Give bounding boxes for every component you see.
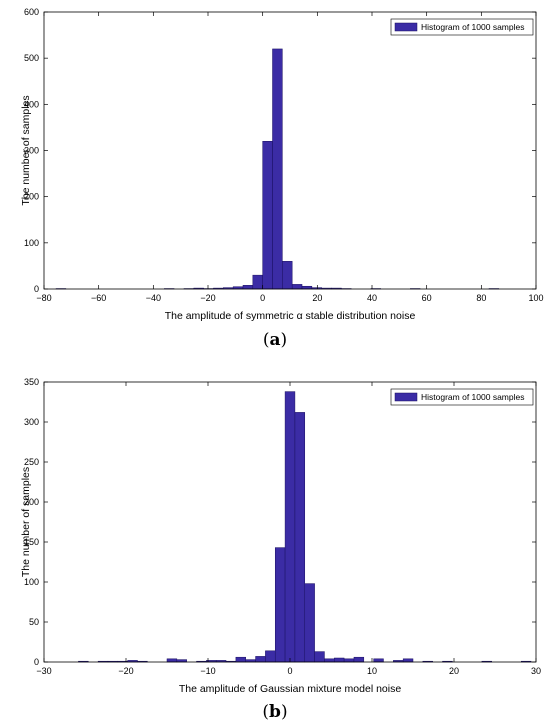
legend: Histogram of 1000 samples — [390, 18, 534, 36]
histogram-bar — [282, 261, 293, 290]
y-tick-label: 200 — [24, 192, 39, 202]
histogram-bar — [235, 656, 246, 663]
y-axis-label: The number of samples — [20, 95, 32, 205]
plot-area — [44, 12, 536, 289]
caption-letter: a — [269, 330, 280, 350]
subfigure-caption: (a) — [263, 330, 287, 350]
histogram-bar — [255, 656, 266, 663]
histogram-bar — [262, 141, 273, 290]
legend-swatch — [394, 22, 418, 32]
histogram-bar — [274, 547, 286, 663]
y-tick-label: 200 — [24, 497, 39, 507]
histogram-bar — [353, 656, 365, 663]
subfigure-caption: (b) — [262, 702, 287, 722]
y-tick-label: 500 — [24, 53, 39, 63]
chart-a: −80 −60 −40 −20 0 20 40 60 80 100 0 100 200 300 400 500… — [20, 7, 544, 350]
y-tick-label: 300 — [24, 417, 39, 427]
y-tick-label: 150 — [24, 537, 39, 547]
y-tick-label: 250 — [24, 457, 39, 467]
x-tick-label: 100 — [528, 293, 543, 303]
x-tick-label: 0 — [287, 666, 292, 676]
histogram-bar — [373, 658, 384, 663]
x-axis-label: The amplitude of Gaussian mixture model … — [179, 683, 402, 695]
y-tick-label: 400 — [24, 99, 39, 109]
x-tick-label: 80 — [476, 293, 486, 303]
legend-box — [390, 388, 534, 406]
y-tick-label: 100 — [24, 577, 39, 587]
x-tick-label: −40 — [146, 293, 161, 303]
histogram-bar — [166, 658, 178, 663]
x-tick-label: 0 — [260, 293, 265, 303]
histogram-bar — [291, 284, 303, 290]
caption-close-paren: ) — [281, 702, 288, 722]
histogram-bar — [402, 658, 414, 663]
histogram-bar — [301, 285, 313, 290]
caption-open-paren: ( — [263, 330, 270, 350]
x-tick-label: 60 — [422, 293, 432, 303]
x-tick-label: 20 — [312, 293, 322, 303]
caption-open-paren: ( — [262, 702, 269, 722]
x-tick-label: −20 — [118, 666, 133, 676]
y-tick-label: 600 — [24, 7, 39, 17]
histogram-bar — [252, 274, 263, 290]
y-tick-label: 100 — [24, 238, 39, 248]
legend-label: Histogram of 1000 samples — [421, 392, 524, 402]
histogram-bar — [343, 658, 355, 663]
y-tick-label: 300 — [24, 146, 39, 156]
x-tick-label: −30 — [36, 666, 51, 676]
legend-box — [390, 18, 534, 36]
caption-close-paren: ) — [281, 330, 288, 350]
legend-swatch — [394, 392, 418, 402]
x-tick-label: 10 — [367, 666, 377, 676]
y-axis-label: The number of samples — [20, 467, 32, 577]
histogram-bar — [334, 657, 345, 663]
y-tick-label: 350 — [24, 377, 39, 387]
histogram-bar — [324, 658, 335, 663]
histogram-bar — [284, 391, 296, 663]
histogram-bar — [272, 48, 283, 290]
legend-label: Histogram of 1000 samples — [421, 22, 524, 32]
caption-letter: b — [269, 702, 281, 722]
x-tick-label: −10 — [200, 666, 215, 676]
y-tick-label: 0 — [34, 657, 39, 667]
x-tick-label: −80 — [36, 293, 51, 303]
y-tick-label: 0 — [34, 284, 39, 294]
y-tick-label: 50 — [29, 617, 39, 627]
chart-b: −30 −20 −10 0 10 20 30050100150200250300350The… — [20, 377, 541, 722]
histogram-bar — [314, 651, 325, 663]
x-axis-label: The amplitude of symmetric α stable dist… — [165, 310, 416, 322]
x-tick-label: 40 — [367, 293, 377, 303]
legend: Histogram of 1000 samples — [390, 388, 534, 406]
histogram-bar — [294, 412, 306, 663]
histogram-bar — [265, 650, 276, 663]
x-tick-label: 20 — [449, 666, 459, 676]
histogram-bar — [242, 285, 254, 290]
x-tick-label: −20 — [200, 293, 215, 303]
histogram-bar — [304, 583, 315, 663]
x-tick-label: −60 — [91, 293, 106, 303]
x-tick-label: 30 — [531, 666, 541, 676]
